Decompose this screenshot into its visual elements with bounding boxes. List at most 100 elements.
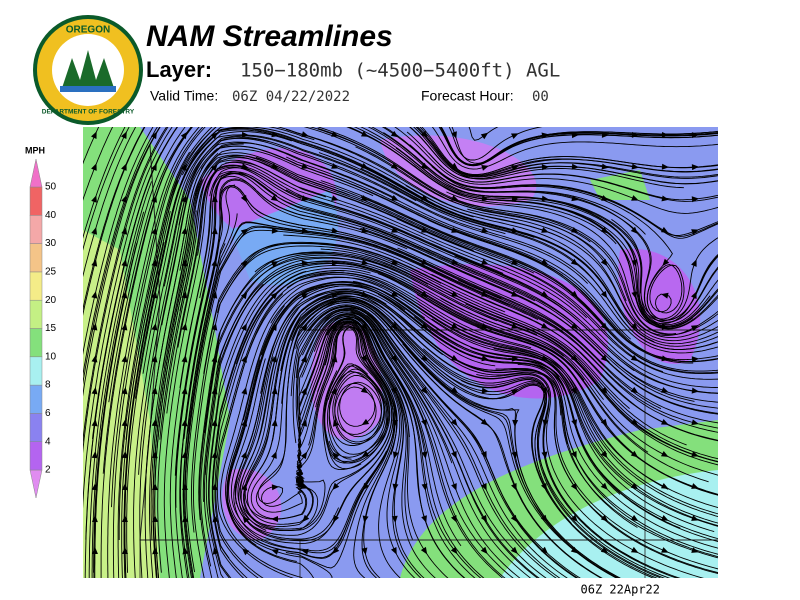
- arrowhead: [91, 131, 97, 139]
- streamline: [83, 127, 169, 454]
- valid-label: Valid Time:: [150, 88, 218, 104]
- arrowhead: [151, 163, 157, 171]
- arrowhead: [390, 194, 399, 201]
- arrowhead: [481, 291, 489, 297]
- arrowhead: [600, 418, 608, 427]
- arrowhead: [301, 163, 309, 169]
- arrowhead: [691, 547, 699, 553]
- colorbar-label: 30: [45, 238, 57, 249]
- arrowhead: [450, 418, 458, 427]
- arrowhead: [240, 291, 248, 300]
- arrowhead: [600, 258, 608, 267]
- streamline: [465, 303, 718, 463]
- arrowhead: [600, 354, 608, 362]
- streamline: [286, 156, 718, 362]
- arrowhead: [481, 227, 489, 234]
- streamline: [493, 199, 718, 325]
- streamline: [111, 127, 204, 508]
- arrowhead: [570, 258, 579, 266]
- streamline: [460, 379, 658, 578]
- streamline: [124, 273, 158, 578]
- streamline: [404, 271, 718, 463]
- arrowhead: [660, 450, 669, 457]
- colorbar-band: [29, 384, 43, 414]
- arrowhead: [240, 228, 249, 236]
- streamline: [330, 271, 718, 518]
- wind-field: [83, 127, 718, 578]
- arrowhead: [691, 164, 699, 171]
- arrowhead: [271, 451, 277, 459]
- arrowhead: [302, 514, 310, 522]
- streamline: [405, 185, 718, 345]
- arrowhead: [570, 322, 579, 330]
- arrowhead: [511, 483, 517, 491]
- streamline: [298, 319, 401, 578]
- colorbar-band: [29, 413, 43, 442]
- streamline: [295, 309, 532, 578]
- streamline: [254, 130, 718, 347]
- streamline: [298, 313, 485, 578]
- arrowhead: [331, 195, 339, 201]
- streamline: [307, 306, 561, 578]
- arrowhead: [421, 483, 428, 491]
- streamline: [381, 325, 581, 578]
- arrowhead: [630, 354, 639, 362]
- arrowhead: [691, 515, 699, 521]
- colorbar-band: [29, 215, 43, 244]
- arrowhead: [332, 546, 340, 554]
- streamline: [83, 127, 100, 165]
- arrowhead: [511, 227, 519, 234]
- streamline: [366, 314, 547, 578]
- arrowhead: [691, 259, 697, 267]
- streamline: [183, 243, 226, 578]
- arrowhead: [391, 515, 398, 523]
- streamline: [220, 276, 446, 578]
- colorbar-band: [29, 299, 43, 329]
- streamline: [305, 295, 665, 578]
- arrowhead: [481, 259, 489, 265]
- arrowhead: [570, 514, 578, 522]
- arrowhead: [660, 482, 669, 489]
- streamline: [525, 196, 718, 322]
- streamline: [83, 127, 161, 385]
- arrowhead: [181, 227, 188, 235]
- streamline: [83, 127, 126, 239]
- arrowhead: [570, 546, 579, 554]
- arrowhead: [91, 387, 98, 395]
- streamline: [108, 127, 192, 403]
- streamline: [416, 127, 718, 176]
- arrowhead: [631, 163, 639, 170]
- streamline: [320, 213, 718, 409]
- arrowhead: [630, 322, 638, 330]
- streamline: [208, 263, 392, 578]
- arrowhead: [691, 419, 699, 426]
- streamline: [441, 128, 718, 166]
- arrowhead: [121, 163, 127, 171]
- arrowhead: [630, 418, 639, 426]
- colorbar-unit: MPH: [25, 145, 45, 155]
- streamline: [83, 127, 168, 444]
- arrowhead: [300, 293, 309, 300]
- arrowhead: [270, 162, 279, 169]
- arrowhead: [271, 227, 279, 234]
- arrowhead: [182, 515, 189, 523]
- arrowhead: [661, 547, 669, 553]
- streamline: [365, 253, 718, 460]
- streamline: [211, 267, 371, 578]
- arrowhead: [390, 290, 399, 298]
- arrowhead: [511, 323, 519, 329]
- colorbar-label: 20: [45, 295, 57, 306]
- streamline: [83, 127, 137, 278]
- streamline: [292, 306, 557, 578]
- colorbar: 2 4 6 8 10 15 20 25 30 40 50: [29, 158, 57, 499]
- arrowhead: [121, 483, 128, 491]
- arrowhead: [391, 227, 399, 233]
- streamline: [285, 189, 718, 394]
- arrowhead: [420, 386, 428, 395]
- streamline: [286, 273, 718, 515]
- arrowhead: [361, 450, 370, 458]
- arrowhead: [450, 546, 458, 555]
- arrowhead: [211, 419, 218, 427]
- arrowhead: [691, 196, 699, 203]
